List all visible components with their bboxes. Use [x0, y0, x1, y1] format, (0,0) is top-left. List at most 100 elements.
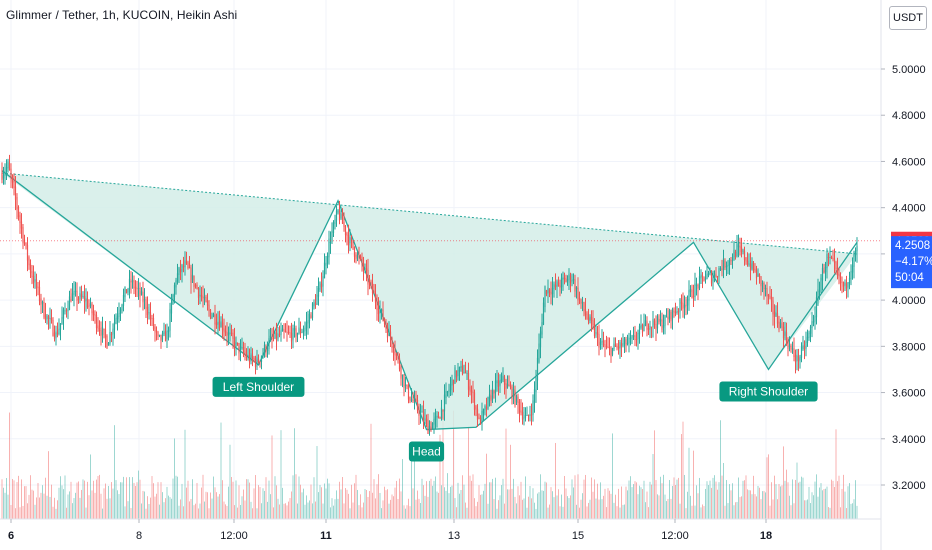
- volume-bar: [453, 410, 454, 519]
- volume-bar: [540, 474, 541, 519]
- volume-bar: [301, 492, 303, 519]
- candle-body: [649, 325, 651, 330]
- volume-bar: [126, 477, 127, 519]
- x-tick-label: 6: [8, 530, 14, 542]
- volume-bar: [364, 489, 366, 519]
- candle-body: [536, 357, 539, 381]
- candle-body: [355, 254, 357, 260]
- candle-body: [293, 327, 296, 331]
- currency-button[interactable]: USDT: [889, 6, 927, 30]
- volume-bar: [66, 507, 67, 519]
- volume-bar: [85, 507, 87, 519]
- candle-body: [332, 221, 335, 233]
- volume-bar: [654, 430, 655, 519]
- candle-body: [58, 328, 60, 335]
- candle-body: [416, 400, 419, 411]
- volume-bar: [472, 474, 474, 519]
- volume-bar: [721, 475, 723, 519]
- candle-body: [169, 309, 171, 331]
- candle-body: [616, 346, 618, 348]
- candle-body: [244, 351, 246, 355]
- candle-body: [422, 411, 425, 422]
- candle-body: [623, 338, 626, 344]
- candle-body: [640, 324, 642, 328]
- volume-bar: [109, 498, 111, 519]
- volume-bar: [201, 487, 202, 519]
- volume-bar: [667, 498, 669, 519]
- candle-body: [487, 397, 489, 409]
- candle-body: [100, 330, 102, 337]
- volume-bar: [309, 500, 310, 519]
- volume-bar: [273, 507, 274, 519]
- volume-bar: [811, 492, 813, 519]
- candle-body: [418, 408, 420, 416]
- candle-body: [674, 311, 677, 314]
- candle-body: [196, 284, 198, 289]
- candle-body: [667, 316, 669, 320]
- candle-body: [127, 288, 129, 293]
- candle-body: [755, 269, 758, 279]
- candle-body: [112, 328, 114, 335]
- volume-bar: [148, 503, 150, 519]
- volume-bar: [169, 497, 171, 519]
- candle-body: [691, 289, 693, 298]
- candle-body: [580, 298, 582, 304]
- candle-body: [242, 347, 245, 353]
- candle-body: [829, 256, 831, 258]
- candle-body: [752, 262, 755, 271]
- annotation-right-shoulder[interactable]: Right Shoulder: [719, 381, 818, 402]
- candle-body: [724, 260, 726, 268]
- candle-body: [731, 260, 734, 262]
- candle-body: [115, 318, 117, 324]
- candle-body: [851, 265, 854, 273]
- volume-bar: [604, 488, 606, 519]
- candle-body: [284, 331, 287, 333]
- volume-bar: [336, 490, 337, 519]
- candle-body: [830, 257, 833, 259]
- volume-bar: [489, 482, 490, 519]
- annotation-left-shoulder[interactable]: Left Shoulder: [212, 376, 305, 397]
- volume-bar: [393, 496, 394, 519]
- volume-bar: [334, 499, 336, 519]
- candle-body: [800, 346, 803, 358]
- volume-bar: [175, 475, 177, 519]
- volume-bar: [154, 496, 156, 519]
- candle-body: [614, 344, 617, 347]
- volume-bar: [40, 492, 42, 519]
- annotation-head[interactable]: Head: [408, 441, 445, 462]
- candle-body: [785, 332, 788, 342]
- volume-bar: [79, 497, 81, 519]
- volume-bar: [637, 494, 639, 519]
- volume-bar: [513, 478, 514, 519]
- candle-body: [110, 334, 113, 336]
- volume-bar: [10, 505, 12, 519]
- candle-body: [820, 277, 822, 292]
- pattern-annotations[interactable]: Left Shoulder Head Right Shoulder: [212, 376, 818, 462]
- annotation-badge: [719, 381, 818, 402]
- candle-body: [473, 392, 476, 410]
- volume-bar: [517, 486, 519, 519]
- volume-bar: [480, 494, 481, 519]
- volume-bar: [67, 494, 69, 519]
- volume-bar: [255, 475, 256, 519]
- volume-bar: [775, 484, 777, 519]
- candle-body: [799, 357, 801, 361]
- candle-body: [98, 327, 101, 331]
- volume-bar: [222, 480, 223, 519]
- candle-body: [745, 257, 747, 262]
- candle-body: [292, 328, 294, 340]
- volume-bar: [669, 480, 670, 519]
- volume-bar: [643, 480, 645, 519]
- candle-body: [658, 318, 660, 323]
- candle-body: [134, 286, 137, 289]
- candle-body: [164, 331, 167, 342]
- candle-body: [88, 305, 90, 307]
- volume-bar: [415, 499, 417, 519]
- candle-body: [478, 417, 480, 419]
- candle-body: [784, 331, 786, 336]
- candle-body: [571, 280, 573, 282]
- candle-body: [850, 270, 852, 280]
- volume-bar: [1, 479, 3, 519]
